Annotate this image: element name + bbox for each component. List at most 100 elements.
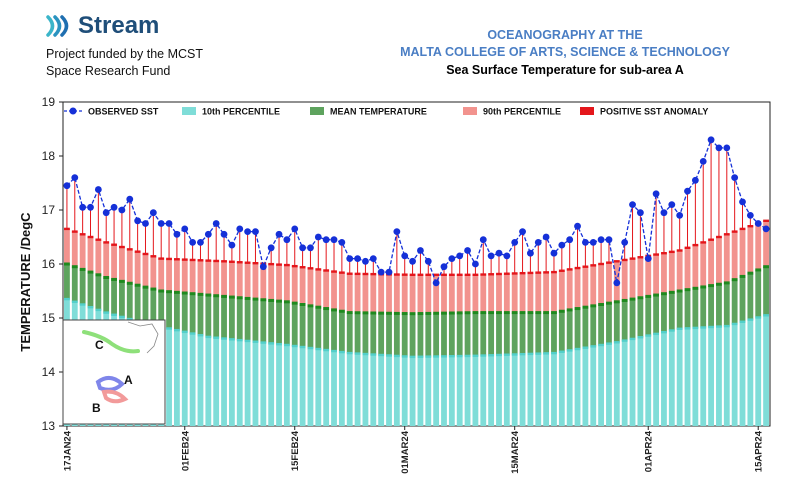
p10-marker (653, 332, 660, 336)
p10-marker (213, 336, 220, 339)
mean-marker (441, 311, 447, 315)
bar-90th-percentile (213, 260, 220, 296)
logo-text: Stream (78, 12, 160, 39)
legend-label: 90th PERCENTILE (483, 107, 561, 117)
bar-10th-percentile (307, 348, 314, 426)
bar-mean-temperature (338, 311, 345, 353)
bar-90th-percentile (637, 257, 644, 298)
observed-sst-point (259, 263, 267, 271)
observed-sst-point (354, 255, 361, 262)
observed-sst-point (338, 239, 346, 246)
bar-90th-percentile (566, 269, 573, 310)
observed-sst-point (377, 268, 385, 276)
observed-sst-point (479, 236, 487, 244)
bar-10th-percentile (629, 338, 636, 426)
bar-10th-percentile (417, 356, 424, 426)
p10-marker (111, 313, 117, 316)
bar-90th-percentile (417, 274, 424, 314)
p10-marker (613, 341, 620, 344)
bar-10th-percentile (346, 353, 353, 426)
bar-10th-percentile (496, 354, 502, 426)
bar-mean-temperature (543, 312, 550, 354)
bar-mean-temperature (276, 301, 282, 345)
mean-marker (378, 311, 385, 315)
p10-marker (362, 352, 369, 356)
bar-90th-percentile (315, 269, 322, 308)
bar-90th-percentile (134, 251, 141, 286)
p90-marker (763, 219, 769, 222)
bar-90th-percentile (307, 268, 314, 306)
bar-mean-temperature (645, 296, 652, 336)
observed-sst-point (369, 255, 377, 262)
p10-marker (299, 345, 306, 349)
bar-90th-percentile (173, 259, 180, 293)
mean-marker (315, 305, 322, 309)
bar-90th-percentile (64, 228, 70, 264)
observed-sst-point (660, 209, 668, 217)
bar-90th-percentile (763, 220, 769, 267)
mean-marker (228, 295, 235, 299)
mean-marker (166, 290, 172, 294)
p90-marker (606, 261, 612, 264)
bar-mean-temperature (668, 292, 675, 331)
observed-sst-point (487, 252, 495, 260)
p10-marker (574, 347, 581, 351)
mean-marker (558, 309, 565, 313)
bar-90th-percentile (645, 255, 652, 297)
p10-marker (551, 351, 557, 355)
p10-marker (535, 352, 542, 355)
bar-10th-percentile (456, 356, 463, 426)
bar-90th-percentile (496, 273, 502, 313)
bar-mean-temperature (79, 269, 86, 305)
p10-marker (103, 311, 110, 314)
observed-sst-point (699, 158, 707, 165)
bar-mean-temperature (401, 313, 408, 357)
p90-marker (228, 260, 235, 263)
bar-90th-percentile (221, 261, 227, 297)
bar-90th-percentile (386, 274, 392, 314)
observed-sst-point (291, 225, 299, 233)
bar-10th-percentile (558, 351, 565, 426)
bar-90th-percentile (700, 242, 707, 287)
mean-marker (236, 296, 243, 300)
bar-mean-temperature (103, 277, 110, 313)
observed-sst-point (197, 239, 204, 246)
mean-marker (755, 268, 762, 272)
p10-marker (173, 328, 180, 332)
observed-sst-point (644, 255, 652, 262)
x-tick-label: 15APR24 (754, 430, 765, 472)
p10-marker (723, 324, 730, 328)
p10-marker (708, 325, 714, 329)
mean-marker (370, 311, 377, 315)
p10-marker (409, 355, 416, 359)
inset-coastline (127, 321, 159, 354)
mean-marker (621, 298, 628, 302)
bar-mean-temperature (111, 279, 117, 315)
bar-90th-percentile (668, 251, 675, 293)
bar-mean-temperature (213, 295, 220, 338)
bar-10th-percentile (386, 355, 392, 426)
mean-marker (64, 262, 70, 266)
bar-10th-percentile (323, 350, 330, 426)
bar-90th-percentile (598, 264, 605, 305)
mean-marker (103, 276, 110, 279)
observed-sst-point (684, 187, 691, 195)
y-tick-label: 14 (42, 365, 56, 379)
p90-marker (173, 258, 180, 261)
bar-90th-percentile (323, 270, 330, 309)
observed-sst-point (244, 228, 252, 236)
bar-mean-temperature (527, 312, 534, 354)
p10-marker (558, 350, 565, 353)
bar-10th-percentile (276, 344, 282, 426)
bar-90th-percentile (401, 274, 408, 314)
bar-10th-percentile (574, 349, 581, 426)
bar-mean-temperature (700, 286, 707, 328)
bar-90th-percentile (268, 264, 275, 301)
bar-10th-percentile (331, 351, 337, 426)
bar-90th-percentile (684, 247, 691, 290)
bar-mean-temperature (307, 305, 314, 349)
p10-marker (338, 350, 345, 354)
x-tick-label: 01MAR24 (400, 430, 411, 473)
bar-10th-percentile (488, 355, 495, 426)
